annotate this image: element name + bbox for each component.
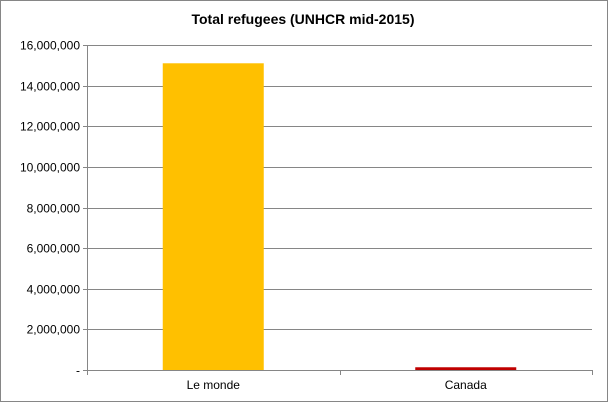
y-tick-label: 12,000,000: [20, 120, 80, 134]
chart-title: Total refugees (UNHCR mid-2015): [191, 11, 414, 27]
x-axis: Le monde Canada: [87, 370, 593, 392]
y-tick-label: 14,000,000: [20, 80, 80, 94]
y-tick-label: 8,000,000: [27, 202, 81, 216]
y-tick-label: 2,000,000: [27, 323, 81, 337]
x-category-label: Canada: [445, 378, 487, 392]
bars: [162, 63, 517, 370]
y-tick-label: -: [76, 364, 80, 378]
x-category-label: Le monde: [187, 378, 241, 392]
y-tick-label: 16,000,000: [20, 39, 80, 53]
y-tick-label: 4,000,000: [27, 283, 81, 297]
y-axis: - 2,000,000 4,000,000 6,000,000 8,000,000 10,…: [20, 39, 88, 378]
bar-le-monde: [162, 63, 264, 370]
y-tick-label: 10,000,000: [20, 161, 80, 175]
y-tick-label: 6,000,000: [27, 242, 81, 256]
bar-canada: [415, 367, 517, 370]
